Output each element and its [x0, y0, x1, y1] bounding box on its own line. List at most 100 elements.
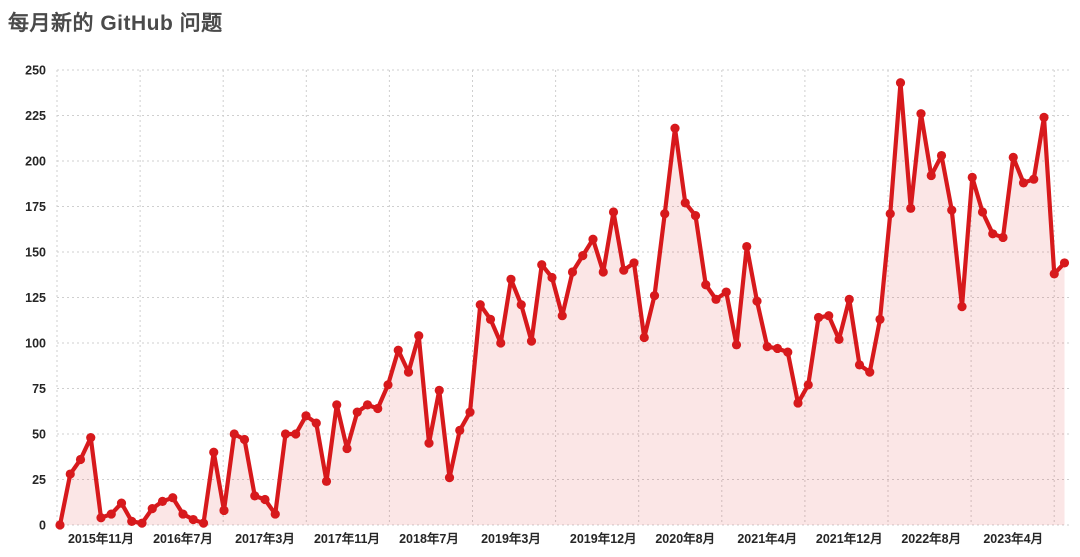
data-point[interactable] — [137, 518, 147, 528]
data-point[interactable] — [393, 345, 403, 355]
data-point[interactable] — [229, 429, 239, 439]
data-point[interactable] — [250, 491, 260, 501]
data-point[interactable] — [680, 198, 690, 208]
data-point[interactable] — [885, 209, 895, 219]
data-point[interactable] — [916, 109, 926, 119]
data-point[interactable] — [434, 385, 444, 395]
data-point[interactable] — [1039, 112, 1049, 122]
data-point[interactable] — [219, 505, 229, 516]
data-point[interactable] — [690, 211, 701, 221]
data-point[interactable] — [55, 520, 65, 530]
data-point[interactable] — [147, 504, 157, 514]
data-point[interactable] — [209, 447, 219, 457]
data-point[interactable] — [65, 469, 75, 479]
data-point[interactable] — [280, 429, 291, 439]
data-point[interactable] — [998, 232, 1008, 243]
data-point[interactable] — [783, 347, 793, 357]
data-point[interactable] — [936, 150, 947, 161]
data-point[interactable] — [1059, 258, 1070, 268]
data-point[interactable] — [342, 443, 352, 454]
data-point[interactable] — [947, 205, 957, 215]
data-point[interactable] — [86, 433, 96, 443]
data-point[interactable] — [588, 234, 598, 244]
data-point[interactable] — [1029, 174, 1039, 184]
data-point[interactable] — [96, 513, 106, 523]
data-point[interactable] — [168, 493, 178, 503]
data-point[interactable] — [444, 473, 455, 483]
data-point[interactable] — [516, 300, 526, 310]
data-point[interactable] — [178, 509, 188, 519]
data-point[interactable] — [803, 380, 813, 390]
data-point[interactable] — [895, 78, 906, 88]
data-point[interactable] — [752, 296, 762, 306]
data-point[interactable] — [414, 331, 424, 341]
data-point[interactable] — [75, 454, 86, 465]
data-point[interactable] — [526, 336, 537, 346]
data-point[interactable] — [988, 229, 998, 239]
data-point[interactable] — [793, 398, 803, 408]
data-point[interactable] — [926, 170, 936, 181]
data-point[interactable] — [813, 312, 824, 323]
data-point[interactable] — [383, 380, 393, 390]
data-point[interactable] — [619, 265, 629, 275]
data-point[interactable] — [496, 338, 506, 348]
data-point[interactable] — [854, 360, 865, 370]
data-point[interactable] — [127, 516, 137, 526]
data-point[interactable] — [260, 494, 270, 505]
data-point[interactable] — [598, 267, 608, 277]
data-point[interactable] — [649, 291, 660, 301]
data-point[interactable] — [660, 209, 670, 219]
data-point[interactable] — [957, 302, 967, 312]
data-point[interactable] — [106, 509, 116, 519]
data-point[interactable] — [424, 438, 434, 448]
data-point[interactable] — [1008, 152, 1018, 162]
data-point[interactable] — [762, 342, 772, 352]
data-point[interactable] — [875, 314, 885, 324]
data-point[interactable] — [239, 434, 250, 445]
x-tick-label: 2018年7月 — [399, 531, 459, 546]
data-point[interactable] — [311, 418, 321, 428]
data-point[interactable] — [321, 476, 332, 486]
data-point[interactable] — [824, 311, 834, 321]
data-point[interactable] — [373, 403, 383, 414]
data-point[interactable] — [639, 332, 649, 343]
data-point[interactable] — [198, 518, 209, 528]
data-point[interactable] — [475, 300, 485, 310]
data-point[interactable] — [701, 280, 711, 290]
data-point[interactable] — [629, 258, 639, 268]
data-point[interactable] — [465, 407, 475, 417]
data-point[interactable] — [977, 207, 988, 217]
data-point[interactable] — [291, 429, 301, 439]
data-point[interactable] — [742, 241, 752, 252]
data-point[interactable] — [455, 425, 465, 435]
data-point[interactable] — [834, 334, 844, 344]
data-point[interactable] — [547, 272, 557, 283]
data-point[interactable] — [557, 311, 567, 321]
data-point[interactable] — [362, 400, 373, 410]
data-point[interactable] — [1018, 178, 1029, 188]
data-point[interactable] — [403, 367, 414, 377]
data-point[interactable] — [301, 411, 311, 421]
data-point[interactable] — [1049, 269, 1059, 279]
data-point[interactable] — [721, 287, 731, 297]
data-point[interactable] — [865, 367, 875, 377]
data-point[interactable] — [578, 251, 588, 261]
data-point[interactable] — [537, 260, 547, 270]
data-point[interactable] — [844, 294, 854, 304]
data-point[interactable] — [608, 207, 619, 217]
data-point[interactable] — [270, 509, 280, 519]
data-point[interactable] — [967, 172, 977, 182]
data-point[interactable] — [506, 274, 516, 284]
data-point[interactable] — [670, 123, 680, 133]
data-point[interactable] — [485, 314, 496, 324]
data-point[interactable] — [731, 340, 742, 350]
data-point[interactable] — [352, 407, 362, 417]
data-point[interactable] — [157, 496, 168, 506]
data-point[interactable] — [711, 294, 721, 304]
data-point[interactable] — [567, 267, 578, 277]
data-point[interactable] — [772, 343, 783, 354]
data-point[interactable] — [188, 514, 198, 525]
data-point[interactable] — [116, 498, 127, 508]
data-point[interactable] — [906, 203, 916, 213]
data-point[interactable] — [332, 400, 342, 410]
